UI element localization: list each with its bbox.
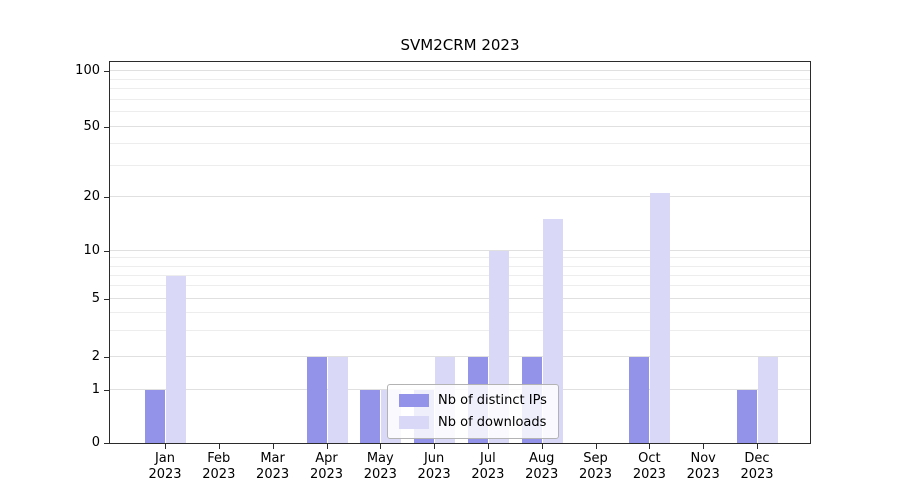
legend-swatch-downloads (399, 416, 429, 429)
x-tick-mark-dec (757, 444, 758, 449)
bar-may-distinct-ips (360, 390, 381, 443)
legend-swatch-distinct-ips (399, 394, 429, 407)
legend-item-distinct-ips: Nb of distinct IPs (399, 393, 547, 408)
gridline-y-7 (110, 274, 810, 276)
y-tick-mark-0 (104, 443, 109, 444)
y-tick-mark-10 (104, 251, 109, 252)
x-tick-label-jun: Jun 2023 (417, 451, 451, 482)
gridline-y-70 (110, 98, 810, 100)
x-tick-mark-jul (487, 444, 489, 449)
x-tick-mark-apr (326, 444, 328, 449)
gridline-y-80 (110, 88, 810, 89)
gridline-y-9 (110, 257, 810, 259)
x-tick-label-sep: Sep 2023 (578, 451, 613, 482)
x-tick-label-jan: Jan 2023 (148, 451, 182, 482)
gridline-y-60 (110, 111, 810, 113)
x-tick-label-apr: Apr 2023 (309, 451, 344, 482)
gridline-y-4 (110, 312, 810, 314)
bar-jan-downloads (166, 275, 186, 443)
bar-oct-distinct-ips (629, 357, 650, 443)
gridline-y-5 (110, 298, 810, 299)
x-tick-mark-mar (272, 444, 274, 449)
bar-apr-distinct-ips (306, 357, 327, 443)
bar-oct-downloads (650, 193, 671, 443)
x-tick-label-mar: Mar 2023 (256, 451, 290, 482)
x-tick-label-nov: Nov 2023 (686, 451, 720, 482)
x-tick-label-may: May 2023 (363, 451, 397, 482)
y-tick-label-20: 20 (83, 189, 100, 204)
gridline-y-90 (110, 78, 810, 80)
legend-item-downloads: Nb of downloads (399, 415, 547, 430)
gridline-y-8 (110, 265, 810, 267)
bar-dec-downloads (758, 357, 778, 443)
x-tick-mark-oct (649, 444, 651, 449)
y-tick-mark-2 (104, 357, 109, 358)
y-tick-label-2: 2 (91, 349, 100, 364)
y-tick-mark-5 (104, 299, 109, 300)
y-tick-label-5: 5 (91, 291, 100, 306)
gridline-y-6 (110, 285, 810, 287)
gridline-y-30 (110, 165, 810, 166)
x-tick-mark-feb (218, 444, 220, 449)
bar-dec-distinct-ips (737, 390, 757, 443)
gridline-y-40 (110, 143, 810, 144)
x-tick-label-dec: Dec 2023 (740, 451, 774, 482)
y-tick-label-0: 0 (91, 435, 100, 450)
chart-title: SVM2CRM 2023 (400, 36, 520, 54)
x-tick-mark-nov (703, 444, 705, 449)
x-tick-label-jul: Jul 2023 (471, 451, 505, 482)
y-tick-label-1: 1 (91, 382, 100, 397)
x-tick-label-oct: Oct 2023 (632, 451, 666, 482)
y-tick-mark-100 (104, 71, 109, 72)
legend-label-downloads: Nb of downloads (438, 415, 547, 430)
gridline-y-100 (110, 70, 810, 71)
x-tick-label-aug: Aug 2023 (525, 451, 559, 482)
y-tick-label-50: 50 (83, 119, 100, 134)
plot-area: Nb of distinct IPs Nb of downloads (109, 61, 811, 444)
y-tick-mark-50 (104, 127, 109, 128)
x-tick-mark-jan (165, 444, 166, 449)
legend: Nb of distinct IPs Nb of downloads (387, 384, 559, 439)
y-tick-mark-1 (104, 390, 109, 391)
x-tick-mark-sep (595, 444, 597, 449)
y-tick-label-100: 100 (75, 63, 100, 78)
bar-apr-downloads (327, 357, 348, 443)
x-tick-label-feb: Feb 2023 (202, 451, 236, 482)
gridline-y-20 (110, 196, 810, 197)
bar-jan-distinct-ips (145, 390, 165, 443)
legend-label-distinct-ips: Nb of distinct IPs (438, 393, 547, 408)
gridline-y-10 (110, 250, 810, 251)
x-tick-mark-may (380, 444, 382, 449)
x-tick-mark-aug (541, 444, 543, 449)
x-tick-mark-jun (434, 444, 436, 449)
gridline-y-50 (110, 126, 810, 127)
y-tick-mark-20 (104, 197, 109, 198)
gridline-y-2 (110, 356, 810, 357)
y-tick-label-10: 10 (83, 243, 100, 258)
gridline-y-3 (110, 330, 810, 332)
